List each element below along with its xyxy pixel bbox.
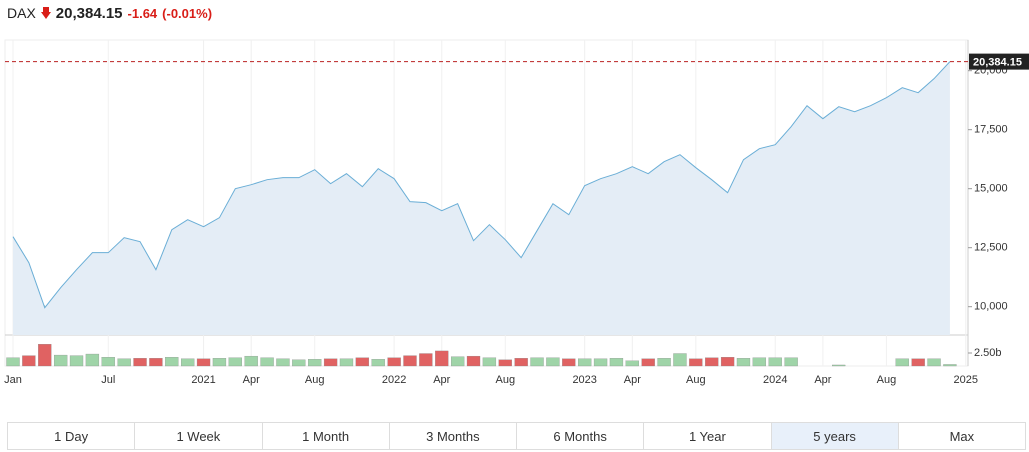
volume-bar	[165, 357, 179, 367]
volume-bar	[260, 357, 274, 367]
x-tick-label: 2025	[954, 374, 978, 386]
x-tick-label: Apr	[243, 374, 260, 386]
volume-bar	[466, 355, 481, 367]
y-tick-label: 15,000	[974, 183, 1008, 195]
chart: Jan Jul 2021 Apr Aug 2022 Apr Aug 2023 Apr Aug 2024…	[4, 39, 1029, 386]
range-button[interactable]: 5 years	[771, 423, 899, 449]
volume-bar	[673, 353, 687, 367]
volume-bar	[308, 359, 322, 367]
change: -1.64	[127, 5, 158, 21]
volume-bar	[498, 359, 512, 367]
x-tick-label: Apr	[624, 374, 641, 386]
x-tick-label: 2023	[572, 374, 596, 386]
x-tick-label: 2024	[763, 374, 787, 386]
last-price: 20,384.15	[55, 4, 123, 22]
volume-bar	[720, 357, 735, 367]
volume-bar	[530, 357, 544, 367]
range-button[interactable]: Max	[949, 428, 975, 444]
x-tick-label: 2021	[191, 374, 215, 386]
x-tick-label: Aug	[686, 374, 706, 386]
volume-bar	[927, 358, 941, 367]
volume-bar	[133, 358, 147, 367]
volume-tick-label: 2.50b	[974, 347, 1002, 359]
volume-bar	[546, 357, 560, 367]
volume-bar	[355, 357, 370, 367]
x-tick-label: 2022	[382, 374, 406, 386]
volume-bar	[101, 357, 115, 367]
quote-header: DAX 20,384.15 -1.64 (-0.01%)	[7, 2, 212, 24]
range-button[interactable]: 1 Year	[644, 423, 772, 449]
range-button[interactable]: 1 Week	[135, 423, 263, 449]
volume-bar	[657, 358, 671, 367]
range-button[interactable]: 1 Day	[8, 423, 136, 449]
last-price-box	[969, 53, 1029, 70]
volume-bar	[419, 353, 433, 367]
volume-bar	[403, 355, 417, 367]
volume-bar	[482, 357, 497, 367]
volume-bar	[6, 357, 20, 367]
volume-bar	[689, 358, 703, 367]
volume-bar	[85, 353, 100, 367]
x-tick-label: Aug	[305, 374, 325, 386]
x-tick-label: Aug	[495, 374, 515, 386]
volume-bar	[768, 357, 782, 367]
x-tick-label: Jan	[4, 374, 22, 386]
volume-bar	[387, 357, 401, 367]
volume-bar	[117, 358, 131, 367]
volume-bar	[514, 358, 528, 367]
volume-bar	[228, 357, 242, 367]
price-line	[12, 61, 951, 309]
volume-bar	[69, 355, 84, 367]
area-fill	[13, 61, 950, 335]
volume-bar	[705, 357, 719, 367]
symbol: DAX	[7, 5, 36, 21]
x-tick-label: Apr	[814, 374, 831, 386]
volume-bar	[22, 355, 36, 367]
volume-bar	[292, 359, 306, 367]
volume-bar	[323, 358, 338, 367]
volume-bar	[339, 358, 354, 367]
volume-bar	[625, 360, 639, 367]
range-button[interactable]: 1 Month	[263, 423, 390, 449]
x-tick-label: Aug	[877, 374, 897, 386]
volume-bar	[435, 350, 449, 367]
volume-bar	[593, 358, 608, 367]
volume-bar	[943, 364, 957, 367]
volume-bar	[641, 358, 655, 367]
volume-bar	[736, 358, 751, 367]
volume-bar	[609, 358, 624, 367]
volume-bar	[752, 357, 767, 367]
y-tick-label: 10,000	[974, 301, 1008, 313]
change-percent: (-0.01%)	[162, 5, 213, 21]
volume-bar	[53, 354, 68, 367]
volume-bar	[276, 358, 290, 367]
range-buttons: 1 Day 1 Week 1 Month 3 Months 6 Months 1 Year…	[7, 422, 1026, 450]
volume-bar	[895, 358, 909, 367]
x-tick-label: Apr	[433, 374, 450, 386]
last-price-label: 20,384.15	[973, 57, 1022, 69]
volume-bar	[578, 358, 592, 367]
volume-bar	[450, 356, 465, 367]
volume-bar	[371, 359, 385, 367]
volume-bar	[562, 358, 576, 367]
volume-bar	[911, 358, 925, 367]
down-arrow	[40, 7, 51, 19]
volume-bar	[244, 355, 258, 367]
volume-bar	[181, 358, 195, 367]
volume-bar	[832, 364, 846, 367]
range-button[interactable]: 3 Months	[390, 423, 517, 449]
volume-bar	[196, 358, 211, 367]
y-tick-label: 17,500	[974, 124, 1008, 136]
range-button[interactable]: 6 Months	[517, 423, 645, 449]
y-tick-label: 12,500	[974, 242, 1008, 254]
volume-bar	[784, 357, 798, 367]
volume-bar	[212, 358, 227, 367]
volume-bar	[149, 358, 163, 367]
x-tick-label: Jul	[101, 374, 115, 386]
volume-bar	[38, 344, 52, 367]
